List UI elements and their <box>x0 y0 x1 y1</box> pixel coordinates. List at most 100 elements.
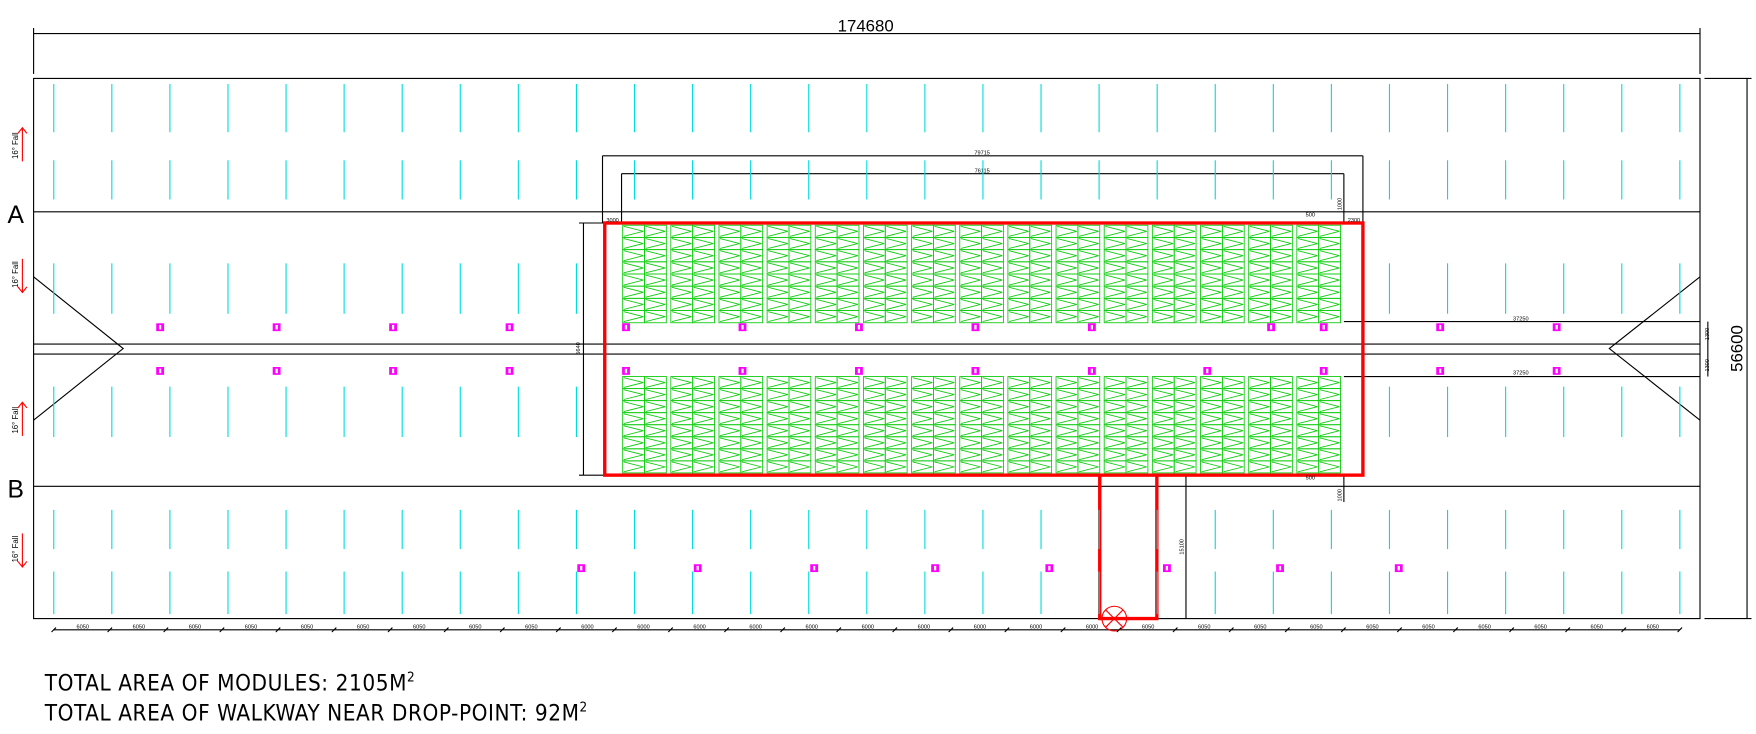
module-symbol <box>1105 449 1126 461</box>
module-symbol <box>1249 225 1270 237</box>
module-symbol <box>1078 437 1099 449</box>
overall-height: 56600 <box>1728 325 1747 372</box>
module <box>932 310 956 324</box>
module-symbol <box>1319 262 1340 274</box>
module-symbol <box>1127 299 1147 310</box>
module-symbol <box>1271 262 1292 274</box>
drain-inner <box>1439 368 1442 374</box>
module <box>884 310 908 324</box>
module <box>1318 460 1341 474</box>
module-symbol <box>1223 377 1244 388</box>
module-symbol <box>864 238 885 249</box>
module <box>1077 310 1101 324</box>
module-symbol <box>789 425 810 437</box>
module-symbol <box>1153 238 1174 249</box>
module-symbol <box>671 377 692 388</box>
module-symbol <box>719 299 740 310</box>
module-symbol <box>1249 286 1270 298</box>
module-symbol <box>1153 437 1174 449</box>
drain-inner <box>1165 565 1169 571</box>
module-symbol <box>912 250 933 262</box>
module-symbol <box>1201 286 1222 298</box>
dim-tick <box>1565 627 1571 633</box>
module-symbol <box>623 225 644 237</box>
module-symbol <box>912 274 933 286</box>
module-symbol <box>1078 299 1099 310</box>
module-symbol <box>816 238 837 249</box>
module-symbol <box>1008 225 1029 237</box>
dim-tick <box>1116 627 1122 633</box>
module-symbol <box>1008 425 1029 437</box>
module-symbol <box>1319 461 1340 473</box>
module-symbol <box>1105 311 1126 323</box>
fall-arrowhead <box>17 561 28 568</box>
dim-label: 6000 <box>1030 625 1042 631</box>
module-symbol <box>789 437 810 449</box>
module-symbol <box>1271 377 1292 388</box>
module-symbol <box>1153 377 1174 388</box>
dim-label: 6050 <box>1647 625 1659 631</box>
module <box>1221 460 1245 474</box>
module-symbol <box>741 413 762 425</box>
module-symbol <box>912 262 933 274</box>
module-symbol <box>886 461 907 473</box>
module-symbol <box>768 449 788 461</box>
module-symbol <box>693 238 714 249</box>
drain-inner <box>1555 324 1558 330</box>
module-symbol <box>1078 449 1099 461</box>
module-symbol <box>789 262 810 274</box>
module-symbol <box>719 225 740 237</box>
module-symbol <box>886 286 907 298</box>
module-symbol <box>741 425 762 437</box>
module-symbol <box>645 413 666 425</box>
module-symbol <box>1078 311 1099 323</box>
module-symbol <box>816 299 837 310</box>
module <box>981 310 1004 324</box>
module-symbol <box>1297 401 1318 412</box>
drain-inner <box>1206 368 1209 374</box>
module-symbol <box>1057 274 1077 286</box>
dim-label: 6000 <box>918 625 930 631</box>
module-symbol <box>912 238 933 249</box>
dim-label: 6050 <box>525 625 537 631</box>
module <box>932 460 956 474</box>
module-symbol <box>1271 238 1292 249</box>
module-symbol <box>816 262 837 274</box>
drain-inner <box>624 368 628 374</box>
module-symbol <box>768 401 788 412</box>
module-symbol <box>693 274 714 286</box>
module-symbol <box>912 401 933 412</box>
module-symbol <box>789 449 810 461</box>
module-symbol <box>1297 425 1318 437</box>
module-symbol <box>1201 425 1222 437</box>
fall-arrowhead <box>17 286 28 294</box>
grid-label: A <box>7 202 24 229</box>
module-symbol <box>1030 449 1051 461</box>
module-symbol <box>838 377 858 388</box>
module-symbol <box>645 274 666 286</box>
module-symbol <box>671 286 692 298</box>
drain-inner <box>1322 368 1325 374</box>
module-symbol <box>1271 250 1292 262</box>
module <box>1270 310 1293 324</box>
module-symbol <box>1127 401 1147 412</box>
module-symbol <box>719 250 740 262</box>
module-symbol <box>623 413 644 425</box>
module-symbol <box>1127 389 1147 400</box>
module-symbol <box>1175 225 1196 237</box>
module-symbol <box>912 437 933 449</box>
module-symbol <box>982 311 1003 323</box>
module-symbol <box>645 461 666 473</box>
module-symbol <box>719 401 740 412</box>
module-symbol <box>912 377 933 388</box>
module-symbol <box>982 286 1003 298</box>
dim-label: 2300 <box>1348 218 1360 224</box>
module-symbol <box>789 274 810 286</box>
module-symbol <box>982 437 1003 449</box>
module-symbol <box>693 311 714 323</box>
drain-inner <box>974 324 977 330</box>
drain-inner <box>275 324 278 330</box>
module-symbol <box>838 250 858 262</box>
module-symbol <box>1319 311 1340 323</box>
dim-tick <box>51 627 57 633</box>
